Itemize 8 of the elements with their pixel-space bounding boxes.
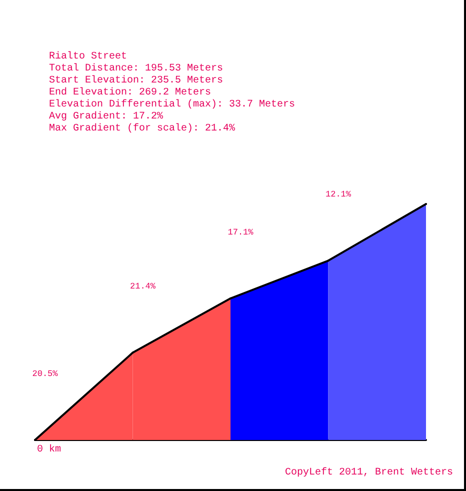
text: 12.1% [325,190,352,200]
chart-title: Rialto Street [49,50,128,62]
chart-subtitle: Total Distance: 195.53 Meters Start Elevation: 235.5 Meters End Elevation: 269.2 Meters Elevation Differential (max): 33.7 Meters Avg Gradient: 17.2% Max Gradient (for scale): 21.4% [49,62,296,134]
annotation: 17.1% [228,227,254,238]
text: CopyLeft 2011, Brent Wetters [284,466,454,478]
annotation: 20.5% [32,369,59,379]
annotation: 21.4% [130,282,156,292]
text: 0 km [37,444,62,456]
